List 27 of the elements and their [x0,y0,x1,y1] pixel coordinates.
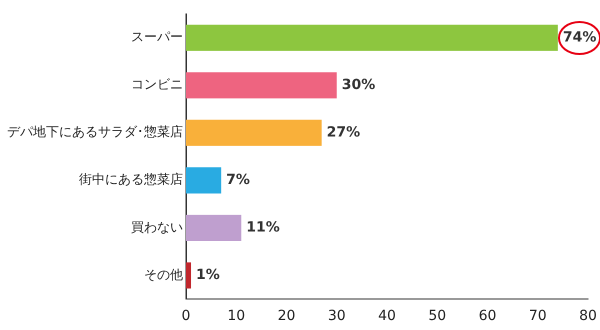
bar [186,167,222,194]
x-tick-label: 50 [428,308,446,324]
x-tick-label: 10 [227,308,246,324]
x-tick-label: 20 [278,308,296,324]
bar [186,24,558,51]
data-label: 74% [562,29,596,46]
y-tick-label: 街中にある惣菜店 [79,172,183,188]
bar [186,120,322,146]
y-tick-label: スーパー [131,30,183,46]
x-tick-label: 70 [528,308,547,324]
x-tick-label: 0 [182,308,190,324]
data-label: 7% [226,172,250,188]
y-tick-label: デパ地下にあるサラダ･惣菜店 [7,124,183,140]
y-tick-label: その他 [144,268,183,283]
data-label: 11% [246,220,280,236]
x-tick-label: 40 [378,308,396,324]
data-label: 1% [196,267,220,284]
y-tick-label: 買わない [131,220,183,236]
bar [186,262,192,289]
bar [186,72,337,98]
x-tick-label: 80 [579,308,597,324]
data-label: 27% [326,124,360,140]
data-label: 30% [342,76,376,93]
x-tick-label: 60 [478,308,496,324]
bar [186,214,242,241]
y-tick-label: コンビニ [131,78,183,93]
x-tick-label: 30 [328,308,346,324]
